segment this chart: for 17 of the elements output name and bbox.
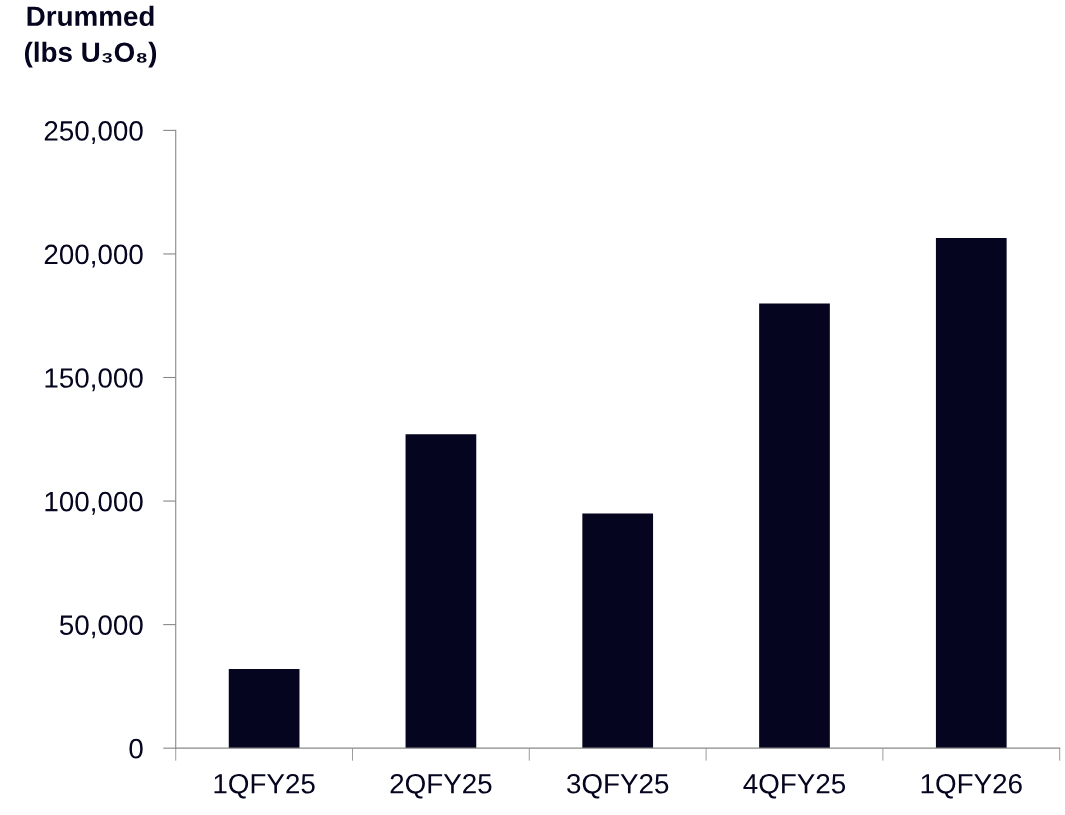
bar — [582, 513, 654, 749]
y-tick-label: 200,000 — [44, 244, 143, 268]
bar — [759, 303, 830, 749]
y-axis-title: Drummed (lbs U₃O₈) — [24, 5, 157, 68]
y-tick-label: 50,000 — [59, 615, 143, 639]
bar — [405, 434, 477, 749]
x-tick-label: 3QFY25 — [567, 773, 669, 799]
x-tick-label: 2QFY25 — [390, 773, 492, 799]
y-tick-label: 100,000 — [45, 491, 143, 515]
bar — [935, 237, 1007, 749]
x-tick-label: 1QFY26 — [921, 773, 1022, 799]
y-tick-label: 250,000 — [44, 121, 143, 145]
x-tick-label: 4QFY25 — [743, 773, 846, 799]
y-tick-label: 150,000 — [45, 368, 143, 392]
y-tick-label: 0 — [129, 738, 143, 759]
bar — [228, 669, 300, 749]
x-tick-label: 1QFY25 — [214, 773, 315, 799]
